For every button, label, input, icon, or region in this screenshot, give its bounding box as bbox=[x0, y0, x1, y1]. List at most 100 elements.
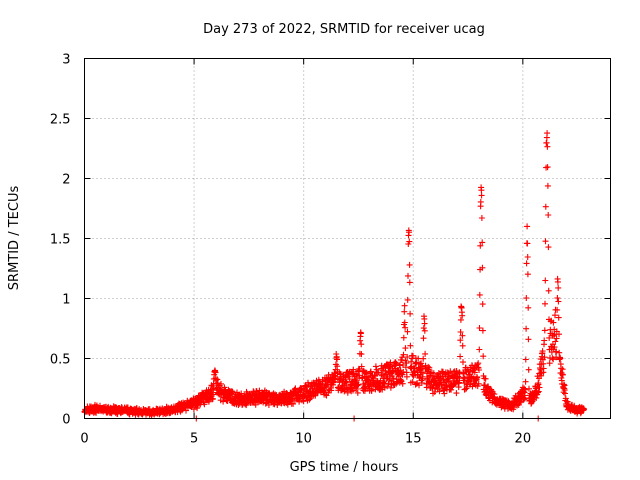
data-point bbox=[457, 316, 464, 323]
data-point bbox=[541, 354, 548, 361]
data-point bbox=[524, 254, 531, 260]
data-point bbox=[476, 291, 483, 298]
data-point bbox=[524, 223, 531, 230]
data-point bbox=[413, 359, 420, 366]
y-tick-label: 1.5 bbox=[50, 233, 71, 248]
data-point bbox=[525, 366, 532, 373]
data-point bbox=[367, 368, 374, 375]
data-point bbox=[476, 367, 482, 373]
y-tick-label: 0.5 bbox=[50, 353, 71, 368]
data-point bbox=[526, 385, 532, 392]
data-point bbox=[402, 345, 409, 352]
data-point bbox=[383, 375, 390, 382]
data-point bbox=[201, 401, 208, 408]
data-point bbox=[401, 302, 408, 309]
data-point bbox=[406, 261, 413, 268]
data-point bbox=[420, 355, 427, 362]
data-point bbox=[393, 379, 400, 386]
data-point bbox=[539, 348, 546, 355]
data-point bbox=[403, 360, 410, 366]
data-point bbox=[334, 363, 341, 370]
data-point bbox=[523, 295, 530, 301]
data-point bbox=[545, 244, 552, 251]
data-point bbox=[478, 215, 485, 221]
data-point bbox=[403, 373, 410, 380]
data-point bbox=[456, 375, 463, 382]
data-point bbox=[475, 380, 482, 387]
data-point bbox=[290, 400, 297, 407]
data-point bbox=[212, 369, 219, 376]
data-point bbox=[387, 363, 394, 370]
data-point bbox=[210, 385, 217, 392]
data-point bbox=[359, 374, 366, 381]
data-point bbox=[544, 143, 551, 150]
data-point bbox=[238, 390, 245, 397]
data-point bbox=[426, 364, 433, 371]
data-point bbox=[533, 394, 540, 401]
data-point bbox=[459, 332, 466, 339]
data-point bbox=[544, 182, 551, 189]
data-point bbox=[476, 346, 483, 353]
data-point bbox=[557, 355, 564, 362]
x-axis-label: GPS time / hours bbox=[290, 460, 399, 475]
data-points bbox=[81, 130, 587, 422]
data-point bbox=[474, 374, 481, 381]
data-point bbox=[546, 360, 553, 367]
data-point bbox=[218, 380, 224, 387]
data-point bbox=[556, 331, 562, 338]
data-point bbox=[358, 341, 365, 348]
data-point bbox=[372, 373, 379, 380]
data-point bbox=[554, 278, 561, 285]
data-point bbox=[553, 348, 560, 355]
data-point bbox=[524, 240, 531, 247]
data-point bbox=[404, 296, 411, 303]
data-point bbox=[252, 401, 259, 408]
y-tick-label: 3 bbox=[62, 53, 70, 68]
data-point bbox=[543, 139, 550, 146]
data-point bbox=[476, 325, 483, 331]
data-point bbox=[418, 379, 425, 386]
data-point bbox=[453, 390, 460, 397]
data-point bbox=[457, 329, 464, 335]
data-point bbox=[542, 203, 549, 210]
data-point bbox=[471, 369, 478, 376]
data-point bbox=[542, 300, 548, 307]
data-point bbox=[479, 327, 486, 334]
data-point bbox=[534, 389, 541, 396]
data-point bbox=[284, 390, 291, 397]
data-point bbox=[536, 384, 543, 391]
data-point bbox=[306, 396, 313, 403]
data-point bbox=[229, 388, 236, 395]
data-point bbox=[554, 306, 561, 313]
data-point bbox=[545, 287, 552, 294]
y-axis-label: SRMTID / TECUs bbox=[7, 186, 22, 291]
data-point bbox=[553, 335, 560, 342]
data-point bbox=[406, 279, 413, 286]
data-point bbox=[392, 359, 399, 366]
data-point bbox=[549, 355, 556, 362]
data-point bbox=[210, 391, 217, 398]
data-point bbox=[555, 298, 562, 305]
data-point bbox=[542, 238, 549, 245]
data-point bbox=[479, 239, 486, 246]
data-point bbox=[400, 334, 407, 341]
data-point bbox=[552, 312, 558, 319]
data-point bbox=[350, 370, 357, 377]
data-point bbox=[555, 284, 562, 291]
data-point bbox=[390, 375, 397, 382]
data-point bbox=[460, 359, 466, 366]
data-point bbox=[459, 312, 466, 319]
data-point bbox=[302, 382, 309, 389]
x-tick-label: 5 bbox=[190, 432, 198, 447]
data-point bbox=[546, 334, 553, 341]
data-point bbox=[541, 327, 548, 334]
data-point bbox=[552, 338, 559, 345]
data-point bbox=[562, 395, 569, 402]
data-point bbox=[399, 380, 406, 387]
data-point bbox=[357, 330, 364, 337]
data-point bbox=[554, 295, 561, 301]
data-point bbox=[354, 382, 361, 389]
x-tick-label: 0 bbox=[80, 432, 88, 447]
data-point bbox=[550, 319, 557, 326]
y-tick-label: 0 bbox=[62, 413, 70, 428]
